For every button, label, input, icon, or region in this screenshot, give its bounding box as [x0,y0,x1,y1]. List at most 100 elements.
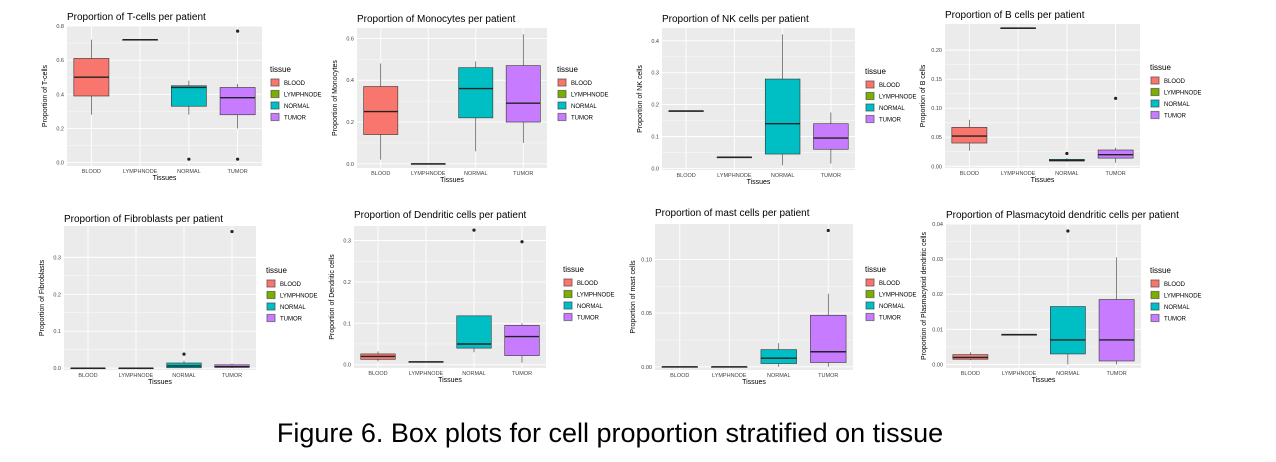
legend-label: TUMOR [879,118,902,124]
legend-label: BLOOD [1164,79,1186,85]
legend-label: NORMAL [1164,102,1190,108]
legend-key-lymphnode [1150,88,1160,96]
x-axis-label: Tissues [153,175,177,182]
chart-title: Proportion of mast cells per patient [655,208,810,219]
outlier-point [520,240,524,244]
legend: tissue BLOOD LYMPHNODE NORMAL TUMOR [557,65,609,122]
x-tick-label: TUMOR [513,171,533,177]
legend-key-tumor [1150,314,1160,322]
legend-key-normal [270,101,280,110]
legend-label: BLOOD [879,83,901,89]
x-tick-label: BLOOD [960,171,979,177]
legend-label: LYMPHNODE [879,95,917,101]
outlier-point [472,228,476,232]
box-iqr [504,325,540,356]
legend-title: tissue [557,65,578,74]
x-tick-label: BLOOD [82,169,101,175]
y-tick-label: 0.3 [651,71,659,77]
y-tick-label: 0.8 [56,24,64,30]
box-iqr [456,315,492,349]
box-normal [171,80,207,161]
x-tick-label: BLOOD [371,171,390,177]
legend-key-normal [865,103,875,112]
y-axis-label: Proportion of Monocytes [332,60,339,136]
y-tick-label: 0.05 [641,311,652,317]
y-tick-label: 0.02 [932,292,943,298]
box-normal [1050,229,1086,365]
plot-background [945,24,1140,168]
x-tick-label: NORMAL [1055,171,1079,177]
y-tick-label: 0.6 [56,58,64,64]
box-tumor [1098,257,1135,365]
legend-key-blood [563,278,573,287]
chart-panel-2: Proportion of Monocytes per patient 0.0 0.… [332,14,609,184]
legend-label: BLOOD [284,81,306,87]
y-tick-label: 0.0 [56,161,64,167]
chart-title: Proportion of NK cells per patient [662,14,809,25]
legend: tissue BLOOD LYMPHNODE NORMAL TUMOR [1150,63,1202,120]
x-axis-label: Tissues [1031,177,1055,184]
outlier-point [230,229,234,234]
box-iqr [1050,306,1086,355]
y-tick-label: 0.0 [346,162,354,168]
x-axis-label: Tissues [148,379,172,386]
legend-key-blood [270,78,280,87]
x-tick-label: BLOOD [676,173,695,179]
y-tick-label: 0.05 [931,135,942,141]
x-tick-label: LYMPHNODE [123,169,158,175]
legend-label: LYMPHNODE [577,293,615,299]
legend-label: TUMOR [571,116,594,122]
x-tick-label: TUMOR [512,371,532,377]
legend-key-normal [1150,302,1160,311]
x-tick-label: NORMAL [771,173,795,179]
y-axis-label: Proportion of T-cells [42,64,49,127]
y-tick-label: 0.2 [53,292,61,298]
x-tick-label: BLOOD [670,373,689,379]
y-axis-label: Proportion of Fibroblasts [39,259,46,336]
legend-key-tumor [865,313,875,321]
outlier-point [1066,229,1070,233]
legend-key-lymphnode [557,90,567,98]
y-tick-label: 0.00 [931,164,942,170]
box-iqr [458,67,494,119]
box-iqr [1098,299,1135,362]
y-tick-label: 0.6 [346,36,354,42]
box-iqr [219,87,256,116]
y-tick-label: 0.0 [343,363,351,369]
chart-title: Proportion of Fibroblasts per patient [64,214,223,225]
x-axis-label: Tissues [1032,377,1056,384]
x-tick-label: NORMAL [464,171,488,177]
legend-key-normal [557,101,567,110]
x-tick-label: LYMPHNODE [1002,371,1037,377]
y-axis-label: Proportion of Dendritic cells [329,254,336,340]
legend-title: tissue [1150,266,1171,275]
box-tumor [219,29,256,161]
legend-title: tissue [270,65,291,74]
y-tick-label: 0.4 [346,78,354,84]
x-tick-label: TUMOR [1106,171,1126,177]
chart-panel-8: Proportion of Plasmacytoid dendritic cel… [921,210,1202,384]
x-tick-label: TUMOR [228,169,248,175]
legend-label: TUMOR [1164,317,1187,323]
legend-key-lymphnode [266,291,276,299]
outlier-point [236,157,240,161]
x-tick-label: LYMPHNODE [712,373,747,379]
y-tick-label: 0.0 [651,166,659,172]
chart-panel-3: Proportion of NK cells per patient 0.0 0.1… [637,14,917,186]
legend-label: LYMPHNODE [1164,91,1202,97]
x-tick-label: TUMOR [821,173,841,179]
legend-key-tumor [266,314,276,322]
x-tick-label: NORMAL [172,373,196,379]
x-tick-label: LYMPHNODE [411,171,446,177]
chart-panel-4: Proportion of B cells per patient 0.00 0.0… [920,10,1202,184]
legend: tissue BLOOD LYMPHNODE NORMAL TUMOR [270,65,322,122]
box-iqr [764,78,801,155]
chart-title: Proportion of T-cells per patient [67,12,206,23]
y-tick-label: 0.4 [56,92,64,98]
box-lymphnode [408,361,444,363]
legend-key-lymphnode [270,90,280,98]
plot-background [64,226,256,370]
legend: tissue BLOOD LYMPHNODE NORMAL TUMOR [563,265,615,322]
chart-panel-5: Proportion of Fibroblasts per patient 0.0… [39,214,318,386]
legend-label: LYMPHNODE [1164,294,1202,300]
